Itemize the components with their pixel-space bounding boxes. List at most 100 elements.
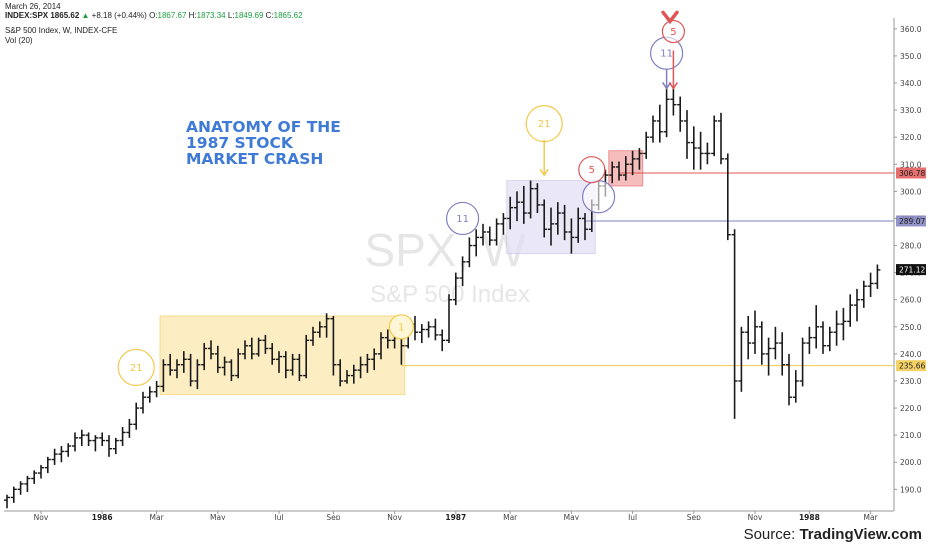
ohlc-bar — [85, 432, 92, 446]
x-tick-label: Mar — [150, 513, 165, 520]
price-label-1: 289.07 — [899, 217, 925, 226]
y-tick-label: 360.0 — [900, 25, 922, 34]
y-tick-label: 190.0 — [900, 485, 922, 494]
count-label-6: 11 — [660, 49, 673, 60]
ohlc-bar — [221, 356, 228, 376]
price-label-box-1 — [896, 215, 926, 227]
ohlc-bar — [208, 340, 214, 360]
ohlc-bar — [289, 353, 296, 376]
symbol-label[interactable]: INDEX:SPX — [5, 11, 49, 20]
ohlc-bar — [146, 386, 153, 403]
ohlc-bar — [174, 359, 180, 379]
count-label-2: 21 — [538, 119, 551, 130]
ohlc-bar — [650, 115, 656, 143]
x-tick-label: Nov — [748, 513, 763, 520]
ohlc-bar — [378, 332, 384, 360]
ohlc-bar — [330, 315, 337, 376]
low-value: 1849.69 — [234, 11, 264, 20]
ohlc-bar — [616, 161, 622, 181]
source-label: Source: — [743, 526, 800, 543]
price-label-box-3 — [896, 360, 926, 372]
ohlc-bar — [636, 148, 643, 170]
ohlc-bar — [140, 391, 146, 414]
x-tick-label: Mar — [503, 513, 518, 520]
ohlc-bar — [282, 351, 289, 379]
x-tick-label: Jul — [273, 513, 283, 520]
ohlc-bar — [758, 321, 765, 365]
ohlc-bar — [690, 126, 697, 170]
ohlc-bar — [860, 280, 867, 308]
ohlc-bar — [731, 229, 738, 419]
ohlc-bar — [847, 294, 854, 327]
ohlc-bar — [133, 402, 140, 430]
ohlc-bar — [507, 196, 514, 230]
ohlc-bar — [276, 351, 282, 373]
peak-marker-icon — [661, 10, 679, 25]
ohlc-bar — [248, 337, 255, 360]
ohlc-bar — [180, 351, 187, 373]
ohlc-bar — [269, 343, 276, 365]
y-tick-label: 240.0 — [900, 350, 922, 359]
ohlc-bar — [813, 305, 820, 349]
ohlc-bar — [17, 481, 24, 495]
ohlc-bar — [153, 380, 160, 398]
ohlc-bar — [792, 370, 799, 403]
ohlc-bar — [119, 427, 126, 446]
ohlc-bar — [4, 494, 10, 509]
ohlc-bar — [31, 470, 38, 484]
ohlc-bar — [92, 435, 99, 452]
count-circle-5 — [578, 156, 606, 184]
ohlc-bar — [425, 321, 432, 338]
ohlc-bar — [10, 486, 17, 503]
ohlc-bar — [228, 359, 235, 381]
y-tick-label: 310.0 — [900, 160, 922, 169]
ohlc-bar — [622, 156, 629, 181]
ohlc-bar — [194, 359, 201, 390]
ohlc-bar — [561, 204, 568, 241]
ohlc-bar — [418, 324, 425, 344]
open-value: 1867.67 — [157, 11, 187, 20]
ohlc-bar — [772, 326, 779, 360]
ohlc-bar — [867, 272, 874, 298]
ohlc-bar — [697, 131, 704, 170]
highlight-zone-0 — [159, 315, 406, 395]
close-value: 1865.62 — [273, 11, 303, 20]
ohlc-bar — [350, 364, 357, 384]
ohlc-bar — [439, 329, 446, 352]
x-tick-label: Mar — [864, 513, 879, 520]
ohlc-bar — [541, 199, 548, 238]
ohlc-bar — [656, 104, 663, 143]
ohlc-bar — [214, 345, 221, 373]
y-tick-label: 280.0 — [900, 242, 922, 251]
count-label-3: 11 — [456, 214, 469, 225]
price-label-box-2 — [896, 264, 926, 276]
count-label-5: 5 — [589, 165, 595, 176]
y-tick-label: 350.0 — [900, 52, 922, 61]
ohlc-bar — [575, 207, 582, 243]
ohlc-bar — [99, 432, 106, 446]
instrument-description: S&P 500 Index, W, INDEX-CFE — [5, 26, 118, 35]
ohlc-bar — [44, 456, 51, 474]
price-label-2: 271.12 — [899, 266, 925, 275]
ohlc-bar — [167, 353, 174, 376]
arrow-head — [668, 82, 679, 90]
volume-indicator[interactable]: Vol (20) — [5, 36, 33, 45]
ohlc-bar — [854, 288, 860, 322]
pointer-arrow-1 — [661, 69, 672, 90]
x-tick-label: Nov — [387, 513, 402, 520]
x-tick-label: May — [564, 513, 580, 520]
ohlc-bar — [826, 326, 833, 352]
ohlc-bar — [126, 418, 133, 438]
price-label-0: 306.78 — [899, 169, 925, 178]
ohlc-bar — [786, 353, 792, 406]
ohlc-bar — [840, 307, 847, 341]
ohlc-bar — [724, 153, 731, 241]
source-site[interactable]: TradingView.com — [799, 526, 922, 543]
ohlc-bar — [514, 191, 520, 222]
y-tick-label: 200.0 — [900, 458, 922, 467]
ohlc-bar — [364, 353, 371, 373]
low-label: L: — [227, 11, 235, 20]
annotation-title: ANATOMY OF THE 1987 STOCK MARKET CRASH — [186, 118, 341, 168]
count-label-1: 1 — [398, 322, 404, 333]
ohlc-bar — [303, 334, 310, 379]
